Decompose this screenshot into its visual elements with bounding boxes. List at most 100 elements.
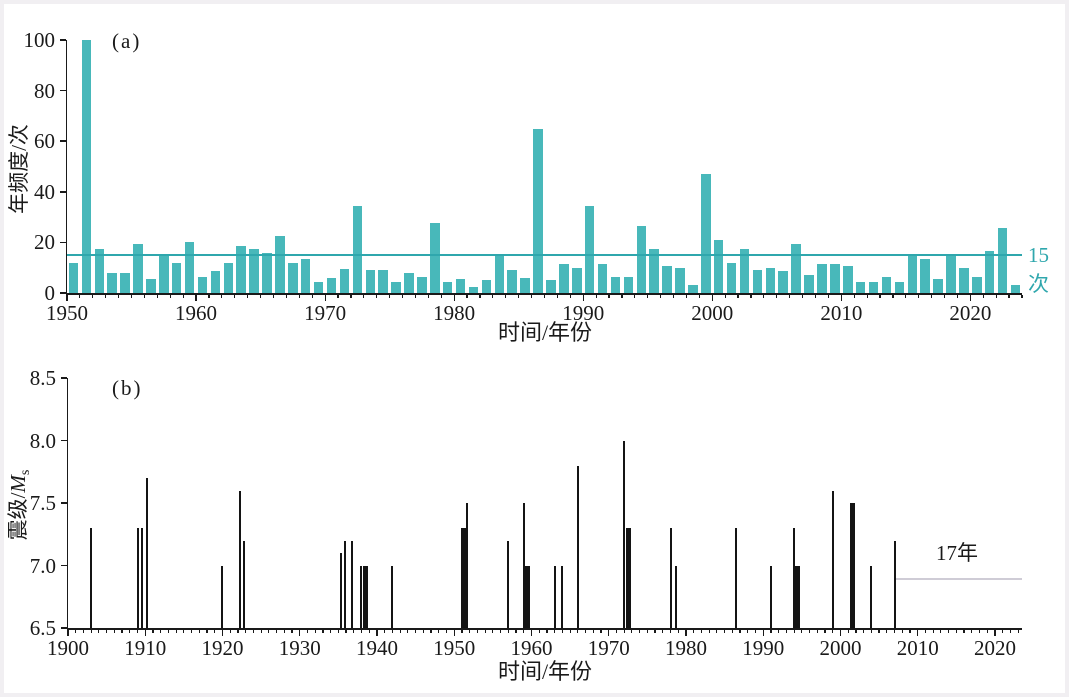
y-tick-label: 7.5 [29,491,56,515]
x-minor-tick [918,294,920,298]
frequency-bar [868,281,879,293]
y-tick-label: 60 [34,129,55,154]
x-minor-tick [391,629,394,633]
x-minor-tick [955,629,957,633]
x-minor-tick [272,294,275,298]
frequency-bar [378,270,388,293]
x-minor-tick [1017,629,1019,633]
frequency-bar [365,270,376,293]
threshold-line-label: 15次 [1028,243,1049,296]
x-major-tick [917,629,919,636]
x-tick-label: 1990 [742,636,785,660]
x-minor-tick [121,629,123,633]
frequency-bar [765,267,776,293]
x-minor-tick [427,294,429,298]
y-tick [60,439,67,442]
y-tick [60,627,67,629]
x-minor-tick [422,629,424,633]
x-major-tick [66,294,68,301]
earthquake-stem [794,565,800,628]
frequency-bar [804,275,814,293]
x-minor-tick [669,629,672,633]
y-tick-label: 80 [34,78,55,103]
x-minor-tick [754,629,757,633]
x-minor-tick [569,629,571,633]
frequency-bar [326,277,337,293]
frequency-bar [494,253,505,293]
earthquake-stem [465,503,468,628]
earthquake-stem [239,490,242,628]
frequency-bar [300,258,311,293]
x-minor-tick [948,629,950,633]
x-minor-tick [368,629,370,633]
x-tick-label: 1970 [304,301,347,325]
frequency-bar [791,243,801,293]
earthquake-stem [362,565,368,628]
x-minor-tick [345,629,347,633]
x-minor-tick [855,629,857,633]
x-minor-tick [353,629,355,633]
x-minor-tick [739,629,741,633]
x-tick-label: 1930 [278,636,321,660]
earthquake-stem [669,528,672,628]
x-minor-tick [129,629,131,633]
earthquake-stem [735,528,738,628]
x-minor-tick [98,629,100,633]
earthquake-stem [522,503,525,628]
x-minor-tick [924,629,927,633]
x-major-tick [994,629,996,636]
x-tick-label: 1990 [562,301,605,325]
x-minor-tick [863,629,865,633]
x-minor-tick [662,629,664,633]
x-minor-tick [156,294,158,298]
earthquake-stem [243,540,246,628]
x-minor-tick [995,294,997,298]
x-minor-tick [90,629,92,633]
x-minor-tick [832,629,834,633]
earthquake-stem [351,540,354,628]
frequency-bar [701,174,711,293]
x-minor-tick [206,629,208,633]
x-minor-tick [152,629,154,633]
frequency-bar [133,243,143,293]
earthquake-stem [145,478,148,628]
x-minor-tick [685,294,688,298]
x-major-tick [144,629,146,636]
frequency-bar [339,268,350,293]
x-minor-tick [259,294,262,298]
y-tick [60,564,67,567]
earthquake-stem [769,565,772,628]
frequency-bar [81,40,92,293]
x-minor-tick [554,629,556,633]
x-major-tick [324,294,326,301]
x-minor-tick [543,294,546,298]
x-minor-tick [615,629,618,633]
frequency-bar [520,277,530,293]
x-minor-tick [631,629,633,633]
x-minor-tick [878,629,880,633]
y-tick-label: 7.0 [29,553,56,578]
frequency-bar [94,248,104,293]
x-tick-label: 1950 [433,636,476,660]
x-minor-tick [700,629,702,633]
earthquake-stem [507,540,510,628]
frequency-bar [159,255,169,293]
frequency-bar [146,279,156,293]
earthquake-stem [623,440,626,628]
x-tick-label: 2000 [819,636,862,660]
x-minor-tick [79,294,81,298]
x-minor-tick [698,294,700,298]
x-minor-tick [621,294,623,298]
x-minor-tick [608,294,610,298]
x-minor-tick [360,629,363,633]
x-minor-tick [634,294,636,298]
x-minor-tick [932,629,934,633]
frequency-bar [249,248,259,293]
frequency-bar [197,276,208,293]
magnitude-symbol-subscript: s [18,469,33,476]
x-minor-tick [314,629,316,633]
x-tick-label: 1980 [664,636,707,660]
x-minor-tick [183,629,185,633]
x-minor-tick [523,629,525,633]
